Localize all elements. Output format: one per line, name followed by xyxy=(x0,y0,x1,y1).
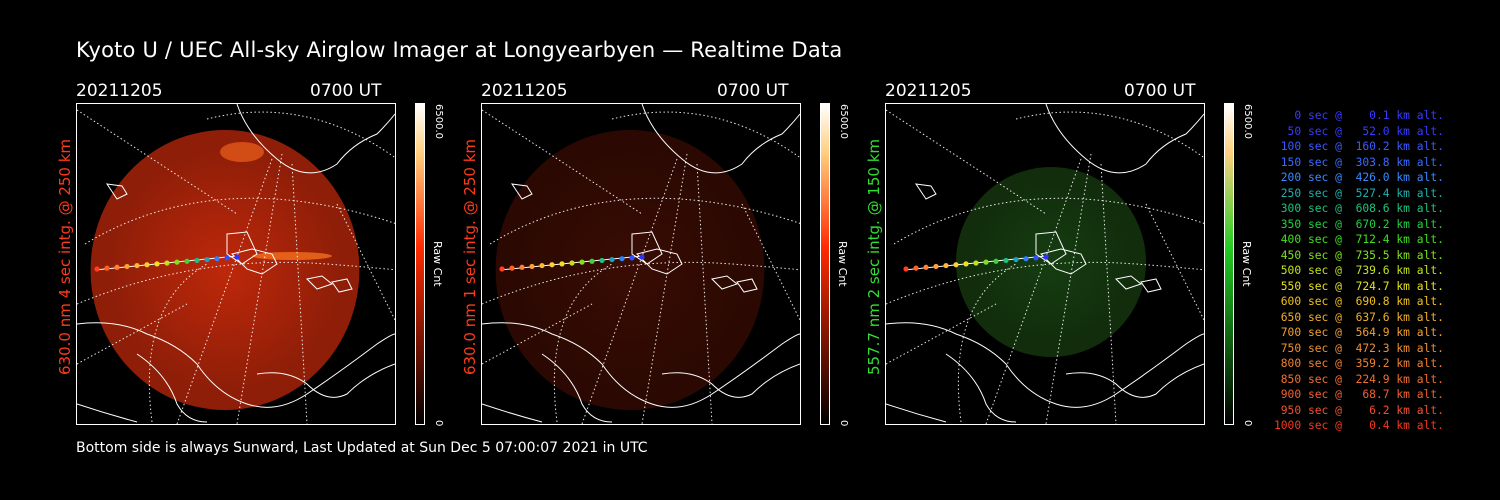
trajectory-point xyxy=(913,265,919,271)
trajectory-point xyxy=(903,266,909,272)
panel-1-colorbar-min: 0 xyxy=(433,420,444,427)
legend-row: 300 sec @ 608.6 km alt. xyxy=(1273,202,1444,215)
panel-2-colorbar-max: 6500.0 xyxy=(838,104,849,139)
trajectory-point xyxy=(114,264,120,270)
trajectory-point xyxy=(214,256,220,262)
trajectory-point xyxy=(579,259,585,265)
trajectory-point xyxy=(539,262,545,269)
panel-2-colorbar-unit: Raw Cnt xyxy=(836,241,849,287)
trajectory-point xyxy=(144,262,150,268)
trajectory-point xyxy=(224,255,230,261)
trajectory-point xyxy=(933,263,939,270)
trajectory-point xyxy=(519,264,525,270)
legend-row: 800 sec @ 359.2 km alt. xyxy=(1273,357,1444,370)
trajectory-point xyxy=(589,258,595,264)
trajectory-point xyxy=(104,265,110,271)
legend-row: 950 sec @ 6.2 km alt. xyxy=(1273,403,1444,417)
trajectory-point xyxy=(983,259,989,265)
panel-3-date: 20211205 xyxy=(885,81,972,101)
trajectory-point xyxy=(1023,256,1029,262)
legend-row: 900 sec @ 68.7 km alt. xyxy=(1273,388,1444,401)
trajectory-point xyxy=(499,266,505,272)
panel-2-map xyxy=(482,104,800,424)
trajectory-point xyxy=(953,262,959,268)
trajectory-point xyxy=(1013,256,1019,263)
trajectory-point xyxy=(164,260,170,266)
trajectory-point xyxy=(569,260,575,266)
panel-3-colorbar xyxy=(1224,103,1234,425)
panel-2-image xyxy=(481,103,801,425)
airglow-disc xyxy=(90,130,360,410)
legend-row: 450 sec @ 735.5 km alt. xyxy=(1273,248,1444,262)
trajectory-point xyxy=(629,255,635,261)
panel-1-image xyxy=(76,103,396,425)
panel-3-map xyxy=(886,104,1204,424)
trajectory-point xyxy=(559,261,565,267)
panel-2-date: 20211205 xyxy=(481,81,568,101)
legend-row: 400 sec @ 712.4 km alt. xyxy=(1273,233,1444,246)
panel-1-ylabel: 630.0 nm 4 sec intg. @ 250 km xyxy=(56,138,74,375)
legend-row: 500 sec @ 739.6 km alt. xyxy=(1273,264,1444,277)
legend-row: 350 sec @ 670.2 km alt. xyxy=(1273,217,1444,231)
footer-note: Bottom side is always Sunward, Last Upda… xyxy=(76,440,648,456)
legend-row: 750 sec @ 472.3 km alt. xyxy=(1273,341,1444,355)
panel-1-colorbar-max: 6500.0 xyxy=(433,104,444,139)
trajectory-point xyxy=(509,265,515,271)
trajectory-point xyxy=(94,266,100,272)
trajectory-point xyxy=(549,262,555,268)
trajectory-point xyxy=(619,256,625,262)
trajectory-point xyxy=(194,257,200,264)
trajectory-point xyxy=(639,254,645,260)
legend-row: 250 sec @ 527.4 km alt. xyxy=(1273,186,1444,200)
panel-3-colorbar-unit: Raw Cnt xyxy=(1240,241,1253,287)
panel-3-image xyxy=(885,103,1205,425)
legend-row: 150 sec @ 303.8 km alt. xyxy=(1273,155,1444,169)
panel-2-colorbar xyxy=(820,103,830,425)
panel-3-ylabel: 557.7 nm 2 sec intg. @ 150 km xyxy=(865,138,883,375)
trajectory-point xyxy=(124,263,130,270)
trajectory-point xyxy=(529,263,535,270)
legend-row: 1000 sec @ 0.4 km alt. xyxy=(1273,419,1444,432)
panel-1-map xyxy=(77,104,395,424)
trajectory-point xyxy=(174,259,180,265)
legend-row: 600 sec @ 690.8 km alt. xyxy=(1273,295,1444,308)
panel-3-time: 0700 UT xyxy=(1124,81,1196,101)
page-title: Kyoto U / UEC All-sky Airglow Imager at … xyxy=(76,38,843,62)
airglow-disc xyxy=(956,167,1146,357)
legend-row: 0 sec @ 0.1 km alt. xyxy=(1273,109,1444,122)
panel-1-time: 0700 UT xyxy=(310,81,382,101)
trajectory-point xyxy=(204,256,210,263)
legend-row: 650 sec @ 637.6 km alt. xyxy=(1273,310,1444,324)
trajectory-point xyxy=(134,262,140,269)
trajectory-point xyxy=(609,256,615,263)
altitude-legend: 0 sec @ 0.1 km alt. 50 sec @ 52.0 km alt… xyxy=(1262,108,1444,434)
panel-2-time: 0700 UT xyxy=(717,81,789,101)
legend-row: 50 sec @ 52.0 km alt. xyxy=(1273,124,1444,138)
panel-1-colorbar xyxy=(415,103,425,425)
panel-2-colorbar-min: 0 xyxy=(838,420,849,427)
legend-row: 550 sec @ 724.7 km alt. xyxy=(1273,279,1444,293)
legend-row: 100 sec @ 160.2 km alt. xyxy=(1273,140,1444,153)
trajectory-point xyxy=(923,264,929,270)
panel-1-colorbar-unit: Raw Cnt xyxy=(431,241,444,287)
trajectory-point xyxy=(184,258,190,264)
trajectory-point xyxy=(1003,257,1009,264)
trajectory-point xyxy=(234,254,240,260)
trajectory-point xyxy=(943,262,949,269)
panel-3-colorbar-min: 0 xyxy=(1242,420,1253,427)
trajectory-point xyxy=(993,258,999,264)
panel-3-colorbar-max: 6500.0 xyxy=(1242,104,1253,139)
panel-2-ylabel: 630.0 nm 1 sec intg. @ 250 km xyxy=(461,138,479,375)
legend-row: 200 sec @ 426.0 km alt. xyxy=(1273,171,1444,184)
trajectory-point xyxy=(154,261,160,267)
airglow-disc xyxy=(495,130,765,410)
trajectory-point xyxy=(973,260,979,266)
legend-row: 850 sec @ 224.9 km alt. xyxy=(1273,372,1444,386)
trajectory-point xyxy=(1043,254,1049,260)
trajectory-point xyxy=(1033,255,1039,261)
trajectory-point xyxy=(599,257,605,264)
legend-row: 700 sec @ 564.9 km alt. xyxy=(1273,326,1444,339)
trajectory-point xyxy=(963,261,969,267)
panel-1-date: 20211205 xyxy=(76,81,163,101)
